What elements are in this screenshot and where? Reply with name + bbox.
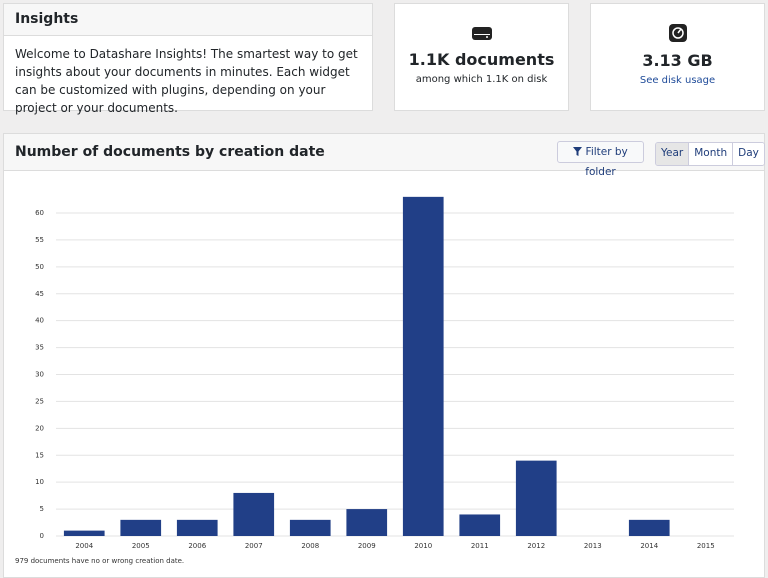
period-button[interactable]: Year bbox=[656, 143, 689, 165]
x-tick-label: 2008 bbox=[301, 542, 319, 550]
y-tick-label: 15 bbox=[35, 451, 44, 459]
x-tick-label: 2005 bbox=[132, 542, 150, 550]
bar bbox=[515, 460, 557, 536]
bar bbox=[176, 519, 218, 536]
filter-button[interactable]: Filter by folder bbox=[557, 141, 644, 178]
chart-title: Number of documents by creation date bbox=[4, 134, 764, 171]
y-tick-label: 10 bbox=[35, 478, 44, 486]
bar bbox=[402, 196, 444, 536]
bar bbox=[459, 514, 501, 536]
y-tick-label: 45 bbox=[35, 290, 44, 298]
bar bbox=[289, 519, 331, 536]
bar bbox=[346, 509, 388, 536]
insights-card: Insights Welcome to Datashare Insights! … bbox=[3, 3, 373, 115]
documents-detail: among which 1.1K on disk bbox=[415, 74, 548, 85]
x-tick-label: 2012 bbox=[527, 542, 545, 550]
x-tick-label: 2006 bbox=[188, 542, 206, 550]
bar bbox=[120, 519, 162, 536]
period-button[interactable]: Day bbox=[732, 143, 764, 165]
footnote: 979 documents have no or wrong creation … bbox=[15, 557, 184, 565]
y-tick-label: 55 bbox=[35, 236, 44, 244]
bar bbox=[628, 519, 670, 536]
y-tick-label: 20 bbox=[35, 424, 44, 432]
y-tick-label: 25 bbox=[35, 397, 44, 405]
period-switch: Year Month Day bbox=[655, 142, 765, 166]
x-tick-label: 2014 bbox=[640, 542, 658, 550]
x-tick-label: 2015 bbox=[697, 542, 715, 550]
disk-usage-link[interactable]: See disk usage bbox=[639, 75, 716, 86]
y-tick-label: 35 bbox=[35, 344, 44, 352]
period-button[interactable]: Month bbox=[688, 143, 733, 165]
x-tick-label: 2007 bbox=[245, 542, 263, 550]
disk-icon bbox=[668, 24, 687, 42]
y-tick-label: 30 bbox=[35, 371, 44, 379]
disk-card: 3.13 GB See disk usage bbox=[590, 3, 765, 111]
bar bbox=[63, 530, 105, 536]
y-tick-label: 50 bbox=[35, 263, 44, 271]
disk-size: 3.13 GB bbox=[642, 51, 713, 70]
drive-icon bbox=[471, 27, 492, 40]
y-tick-label: 0 bbox=[40, 532, 44, 540]
x-tick-label: 2010 bbox=[414, 542, 432, 550]
chart-card: Number of documents by creation date Fil… bbox=[3, 133, 765, 578]
insights-text: Welcome to Datashare Insights! The smart… bbox=[15, 47, 358, 115]
x-tick-label: 2009 bbox=[358, 542, 376, 550]
documents-count: 1.1K documents bbox=[408, 50, 555, 69]
filter-label: Filter by folder bbox=[585, 146, 628, 178]
filter-icon bbox=[573, 147, 583, 156]
insights-title: Insights bbox=[4, 4, 372, 36]
x-tick-label: 2011 bbox=[471, 542, 489, 550]
x-tick-label: 2004 bbox=[75, 542, 93, 550]
chart: 979 documents have no or wrong creation … bbox=[15, 196, 734, 565]
bar bbox=[233, 492, 275, 536]
y-tick-label: 40 bbox=[35, 317, 44, 325]
documents-card: 1.1K documents among which 1.1K on disk bbox=[394, 3, 569, 111]
y-tick-label: 5 bbox=[40, 505, 44, 513]
y-tick-label: 60 bbox=[35, 209, 44, 217]
x-tick-label: 2013 bbox=[584, 542, 602, 550]
